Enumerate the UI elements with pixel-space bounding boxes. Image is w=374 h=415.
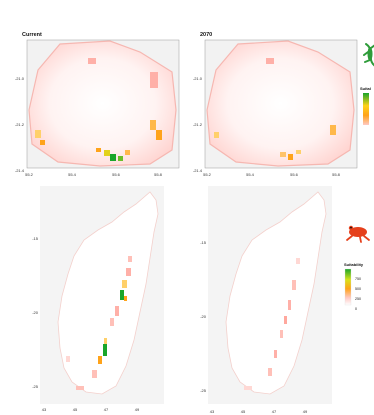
hotspot	[96, 148, 101, 152]
legend-bottom: Suitability 750 500 250 0	[344, 262, 364, 311]
y-tick-label: -21.2	[15, 122, 25, 127]
island-reunion	[206, 40, 355, 167]
x-tick-label: 55.6	[290, 172, 299, 177]
hotspot	[292, 280, 296, 290]
hotspot	[103, 344, 107, 356]
hotspot	[115, 306, 119, 316]
x-tick-label: 55.2	[25, 172, 34, 177]
legend-value: 250	[355, 297, 361, 301]
y-tick-label: -25	[32, 384, 39, 389]
x-tick-label: 55.8	[332, 172, 341, 177]
panel-title: 2070	[200, 32, 212, 38]
hotspot	[122, 280, 127, 288]
x-tick-label: 45	[241, 409, 246, 414]
hotspot	[66, 356, 70, 362]
hotspot	[120, 290, 124, 300]
legend-title: Suital	[360, 86, 371, 91]
hotspot	[88, 58, 96, 64]
y-tick-label: -20	[200, 314, 207, 319]
hotspot	[110, 318, 114, 326]
hotspot	[280, 152, 286, 157]
panel-current: Current -21.0 -21.2 -21.4 55.2 55.4 55.6…	[15, 32, 180, 177]
hotspot	[288, 154, 293, 160]
hotspot	[125, 150, 130, 155]
x-tick-label: 55.4	[246, 172, 255, 177]
panel-madagascar-current: -15 -20 -25 43 45 47 49	[32, 186, 164, 412]
x-tick-label: 45	[73, 407, 78, 412]
y-tick-label: -21.0	[15, 76, 25, 81]
x-tick-label: 49	[135, 407, 140, 412]
y-tick-label: -15	[32, 236, 39, 241]
x-tick-label: 55.2	[203, 172, 212, 177]
panel-madagascar-2070: -15 -20 -25 43 45 47 49	[200, 186, 332, 414]
hotspot	[288, 300, 291, 310]
legend-colorbar	[344, 268, 352, 306]
x-tick-label: 43	[210, 409, 215, 414]
hotspot	[280, 330, 283, 338]
legend-colorbar	[363, 93, 369, 125]
y-tick-label: -21.0	[193, 76, 203, 81]
hotspot	[104, 150, 110, 156]
legend-top: Suital	[360, 86, 371, 125]
hotspot	[126, 268, 131, 276]
hotspot	[40, 140, 45, 145]
hotspot	[266, 58, 274, 64]
hotspot	[150, 120, 156, 130]
hotspot	[268, 368, 272, 376]
x-tick-label: 47	[272, 409, 277, 414]
y-tick-label: -21.4	[15, 168, 25, 173]
hotspot	[35, 130, 41, 138]
y-tick-label: -21.4	[193, 168, 203, 173]
legend-title: Suitability	[344, 262, 364, 267]
red-frog-icon	[346, 225, 370, 243]
island-madagascar	[225, 191, 327, 395]
hotspot	[296, 150, 301, 154]
hotspot	[118, 156, 123, 161]
panel-2070: 2070 -21.0 -21.2 -21.4 55.2 55.4 55.6 55…	[193, 32, 358, 177]
hotspot	[128, 256, 132, 262]
x-tick-label: 47	[104, 407, 109, 412]
hotspot	[244, 386, 252, 390]
hotspot	[98, 356, 102, 364]
x-tick-label: 43	[42, 407, 47, 412]
island-madagascar	[57, 191, 159, 395]
hotspot	[76, 386, 84, 390]
island-reunion	[28, 40, 177, 167]
hotspot	[110, 154, 116, 161]
green-gecko-icon	[363, 43, 374, 67]
hotspot	[274, 350, 277, 358]
hotspot	[330, 125, 336, 135]
hotspot	[296, 258, 300, 264]
x-tick-label: 55.8	[154, 172, 163, 177]
y-tick-label: -21.2	[193, 122, 203, 127]
hotspot	[104, 338, 107, 344]
y-tick-label: -15	[200, 240, 207, 245]
hotspot	[214, 132, 219, 138]
panel-title: Current	[22, 32, 42, 38]
y-tick-label: -20	[32, 310, 39, 315]
y-tick-label: -25	[200, 388, 207, 393]
x-tick-label: 55.6	[112, 172, 121, 177]
hotspot	[150, 72, 158, 88]
x-tick-label: 49	[303, 409, 308, 414]
hotspot	[92, 370, 97, 378]
legend-value: 0	[355, 307, 357, 311]
legend-value: 500	[355, 287, 361, 291]
x-tick-label: 55.4	[68, 172, 77, 177]
hotspot	[156, 130, 162, 140]
legend-value: 750	[355, 277, 361, 281]
hotspot	[124, 296, 127, 301]
hotspot	[284, 316, 287, 324]
